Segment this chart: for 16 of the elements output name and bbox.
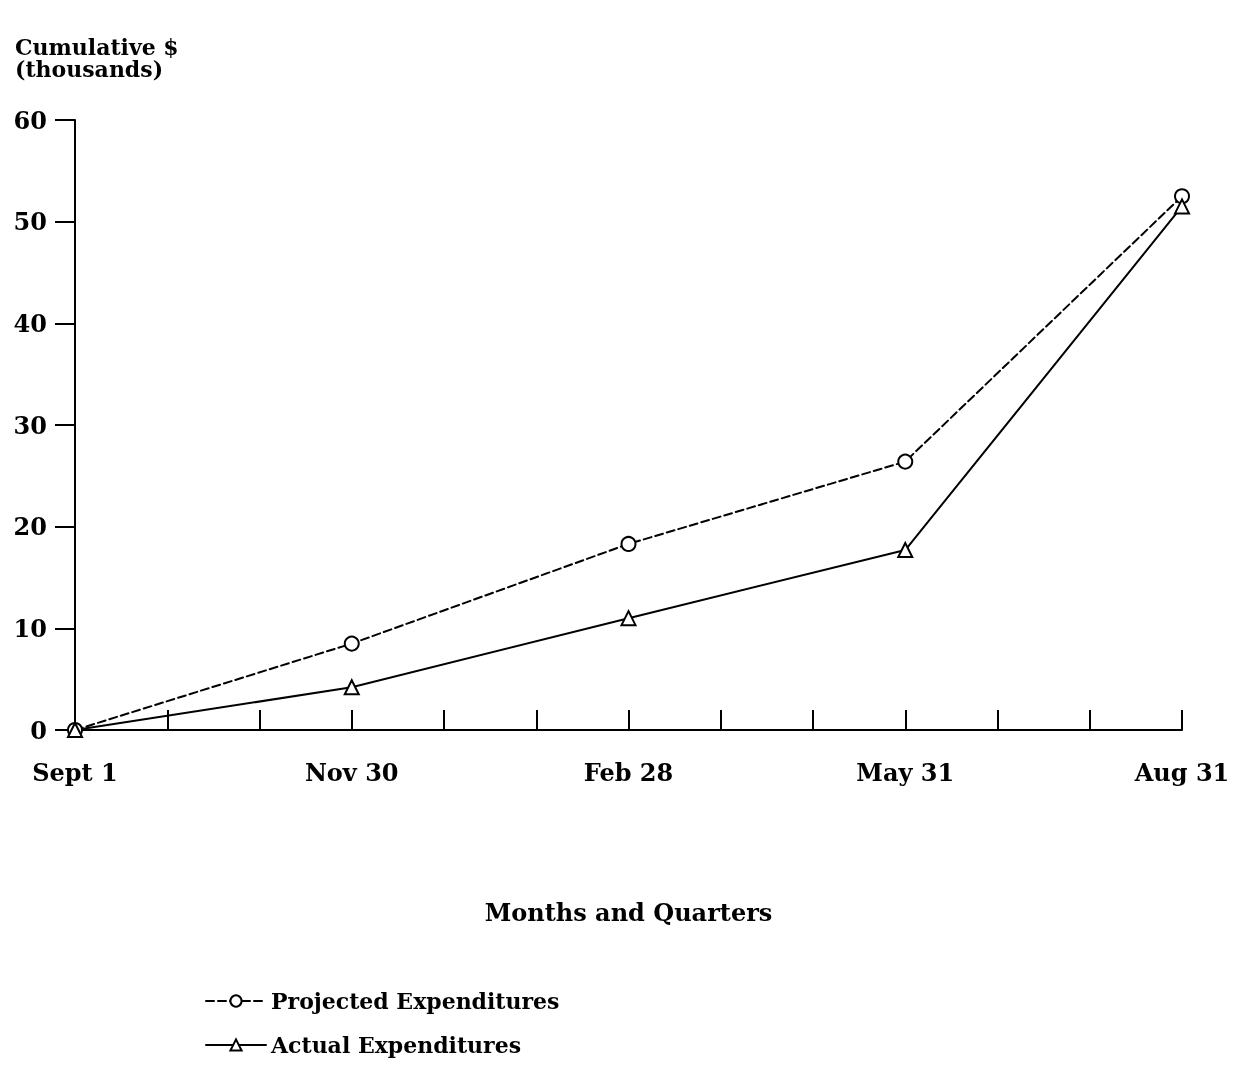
- y-tick-label: 40: [13, 308, 47, 338]
- legend-label: Actual Expenditures: [270, 1032, 522, 1058]
- y-tick-label: 10: [13, 613, 47, 643]
- y-tick-label: 30: [13, 410, 47, 440]
- y-axis-title: Cumulative $ (thousands): [15, 34, 179, 82]
- y-tick-label: 0: [30, 715, 47, 745]
- x-axis-title: Months and Quarters: [484, 897, 773, 927]
- x-tick-label: May 31: [856, 757, 955, 787]
- y-tick-label: 60: [13, 105, 47, 135]
- x-tick-label: Feb 28: [583, 757, 674, 787]
- x-tick-label: Sept 1: [32, 757, 118, 787]
- y-tick-label: 20: [13, 512, 47, 542]
- x-tick-label: Nov 30: [304, 757, 399, 787]
- x-tick-label: Aug 31: [1133, 757, 1230, 787]
- legend-label: Projected Expenditures: [271, 988, 560, 1014]
- y-tick-label: 50: [13, 207, 47, 237]
